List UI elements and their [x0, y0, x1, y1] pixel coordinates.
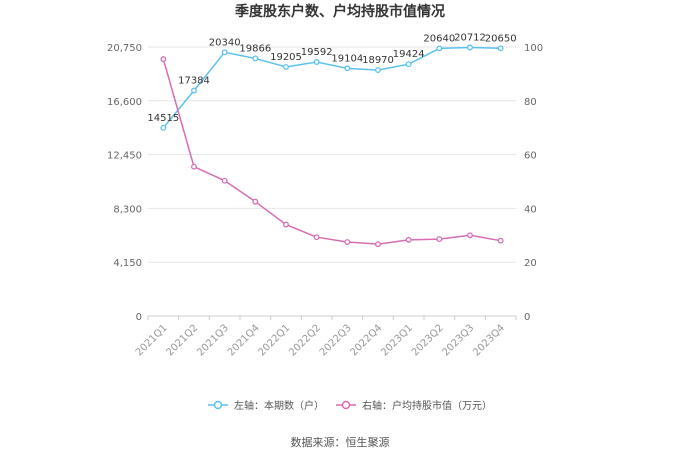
- data-point: [497, 45, 504, 52]
- series-layer: 14515 17384 203401986619205195921910418970…: [147, 32, 517, 248]
- left-axis-tick-label: 0: [136, 312, 142, 323]
- legend-swatch-marker: [341, 400, 351, 410]
- series-line-holders: [162, 46, 501, 129]
- legend: 左轴：本期数（户） 右轴：户均持股市值（万元）: [208, 399, 492, 412]
- x-axis-tick-label: 2023Q2: [410, 323, 446, 359]
- data-point: [405, 236, 412, 243]
- data-point: [252, 198, 259, 205]
- legend-label: 左轴：本期数（户）: [234, 399, 324, 412]
- data-point: [405, 61, 412, 68]
- x-axis-tick-label: 2023Q3: [441, 323, 477, 359]
- left-axis-tick-label: 16,600: [107, 97, 142, 108]
- left-axis-tick-label: 12,450: [107, 151, 142, 162]
- x-axis-tick-label: 2022Q1: [257, 323, 293, 359]
- x-axis-tick-label: 2023Q4: [471, 323, 507, 359]
- left-axis-tick-label: 4,150: [113, 258, 142, 269]
- data-point: [191, 163, 197, 170]
- data-point: [467, 44, 473, 51]
- data-point: [436, 236, 443, 243]
- data-label: 20650: [485, 33, 517, 44]
- x-axis-tick-label: 2022Q3: [318, 323, 354, 359]
- legend-label: 右轴：户均持股市值（万元）: [362, 399, 492, 412]
- data-point: [221, 177, 228, 184]
- data-label: 20640: [423, 33, 455, 44]
- x-axis-tick-label: 2022Q2: [287, 323, 323, 359]
- x-axis-tick-label: 2021Q3: [195, 323, 231, 359]
- data-label: 19866: [239, 43, 271, 54]
- data-point: [313, 234, 320, 241]
- data-point: [344, 65, 351, 72]
- data-point: [283, 221, 289, 228]
- chart-title: 季度股东户数、户均持股市值情况: [234, 3, 445, 20]
- data-point: [344, 239, 351, 245]
- x-axis-tick-label: 2021Q2: [165, 323, 201, 359]
- data-point: [221, 49, 228, 56]
- data-point: [283, 64, 289, 70]
- x-axis-tick-label: 2023Q1: [379, 323, 415, 359]
- right-axis-tick-label: 60: [524, 151, 537, 162]
- data-label: 19104: [331, 53, 363, 64]
- data-point: [375, 67, 381, 74]
- data-point: [436, 45, 443, 52]
- x-axis-tick-label: 2021Q1: [134, 323, 170, 359]
- data-point: [191, 87, 197, 94]
- data-label: 20712: [454, 32, 486, 43]
- data-label: 17384: [178, 76, 210, 87]
- data-label: 19205: [270, 52, 302, 63]
- data-point: [497, 237, 504, 244]
- data-point: [160, 56, 167, 63]
- right-axis-tick-label: 40: [524, 204, 537, 215]
- x-axis-tick-label: 2022Q4: [349, 323, 385, 359]
- data-point: [375, 241, 381, 248]
- data-point: [160, 124, 167, 131]
- data-label: 14515: [147, 113, 179, 124]
- x-axis-tick-label: 2021Q4: [226, 323, 262, 359]
- right-axis-tick-label: 0: [524, 312, 530, 323]
- left-axis-tick-label: 8,300: [113, 204, 142, 215]
- data-point: [252, 55, 259, 62]
- data-label: 19424: [393, 49, 425, 60]
- data-label: 19592: [301, 47, 333, 58]
- series-line-avg-value: [162, 58, 501, 245]
- data-label: 20340: [209, 37, 241, 48]
- data-point: [467, 232, 473, 239]
- data-label: 18970: [362, 55, 394, 66]
- right-axis-tick-label: 80: [524, 97, 537, 108]
- data-point: [313, 59, 320, 65]
- left-axis-tick-label: 20,750: [107, 43, 142, 54]
- right-axis-tick-label: 100: [524, 43, 543, 54]
- right-axis-tick-label: 20: [524, 258, 537, 269]
- source-note: 数据来源：恒生聚源: [291, 435, 390, 449]
- legend-swatch-marker: [213, 400, 223, 410]
- grid-lines: [148, 46, 516, 317]
